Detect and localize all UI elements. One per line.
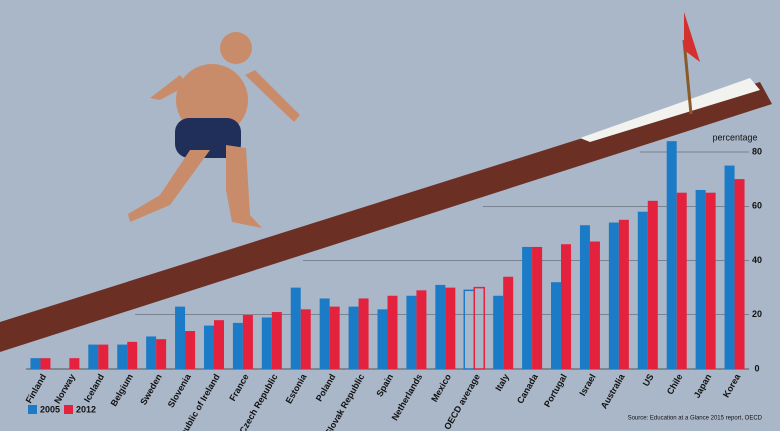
bar xyxy=(185,331,196,369)
bar xyxy=(589,241,600,369)
x-tick-label: Australia xyxy=(599,371,627,410)
bar xyxy=(271,312,282,369)
bar xyxy=(329,306,340,369)
bar xyxy=(117,344,128,369)
x-tick-label: Korea xyxy=(721,371,743,399)
bar xyxy=(676,192,687,369)
bar xyxy=(261,317,272,369)
bar xyxy=(213,320,224,369)
bar xyxy=(40,358,51,369)
y-axis-label: percentage xyxy=(712,132,757,142)
bar xyxy=(618,219,629,369)
bar xyxy=(608,222,619,369)
bar xyxy=(242,314,253,369)
bar xyxy=(445,287,456,369)
bar xyxy=(666,141,677,369)
x-tick-label: Finland xyxy=(24,372,49,405)
bar xyxy=(358,298,369,369)
x-tick-label: Japan xyxy=(692,372,714,400)
x-tick-label: Estonia xyxy=(284,371,309,405)
bar xyxy=(88,344,99,369)
x-tick-label: Portugal xyxy=(542,372,569,409)
bar xyxy=(435,284,446,369)
bar xyxy=(473,286,486,370)
bar xyxy=(734,179,745,369)
x-tick-label: Mexico xyxy=(429,372,453,404)
bar xyxy=(522,246,533,369)
x-tick-label: Norway xyxy=(52,372,77,405)
bar xyxy=(406,295,417,369)
bar xyxy=(377,309,388,369)
legend-swatch xyxy=(28,405,37,414)
bar xyxy=(127,341,138,369)
bar xyxy=(156,339,167,369)
x-tick-label: Chile xyxy=(665,372,685,396)
bar xyxy=(146,336,157,369)
bar xyxy=(724,165,735,369)
x-tick-label: Poland xyxy=(314,372,338,403)
y-tick-label: 40 xyxy=(752,255,762,265)
log xyxy=(0,82,772,352)
x-tick-label: Belgium xyxy=(109,372,135,408)
y-tick-label: 20 xyxy=(752,309,762,319)
figure xyxy=(128,32,300,228)
bar xyxy=(290,287,301,369)
flag-pole xyxy=(682,39,693,115)
bar xyxy=(647,200,658,369)
bar xyxy=(551,282,562,369)
bar xyxy=(416,290,427,369)
bar xyxy=(69,358,80,369)
bar xyxy=(175,306,186,369)
x-tick-label: France xyxy=(227,372,250,403)
foam xyxy=(580,78,760,142)
x-tick-label: Iceland xyxy=(82,372,106,404)
x-tick-label: Israel xyxy=(577,372,597,397)
x-tick-label: Spain xyxy=(374,372,395,398)
bar xyxy=(319,298,330,369)
bar xyxy=(98,344,109,369)
x-tick-label: Italy xyxy=(493,372,511,393)
bar xyxy=(387,295,398,369)
x-tick-label: Slovenia xyxy=(166,371,194,409)
legend-label: 2005 xyxy=(40,404,60,414)
bar xyxy=(579,225,590,369)
x-tick-label: Canada xyxy=(515,371,540,405)
bar xyxy=(532,246,543,369)
bar xyxy=(232,322,243,369)
bar xyxy=(695,189,706,369)
y-tick-label: 80 xyxy=(752,146,762,156)
x-tick-label: Netherlands xyxy=(390,372,425,422)
y-tick-label: 0 xyxy=(754,363,759,373)
x-tick-label: Sweden xyxy=(138,372,164,406)
bar xyxy=(300,309,311,369)
source: Source: Education at a Glance 2015 repor… xyxy=(628,416,763,422)
bar xyxy=(348,306,359,369)
x-tick-label: US xyxy=(641,372,656,388)
y-tick-label: 60 xyxy=(752,201,762,211)
bar xyxy=(637,211,648,369)
bar xyxy=(705,192,716,369)
legend-swatch xyxy=(64,405,73,414)
legend-label: 2012 xyxy=(76,404,96,414)
bar xyxy=(203,325,214,369)
flag xyxy=(684,12,700,62)
bar xyxy=(30,358,41,369)
bar xyxy=(493,295,504,369)
bar xyxy=(561,244,572,369)
bar xyxy=(503,276,514,369)
bar xyxy=(463,289,476,370)
